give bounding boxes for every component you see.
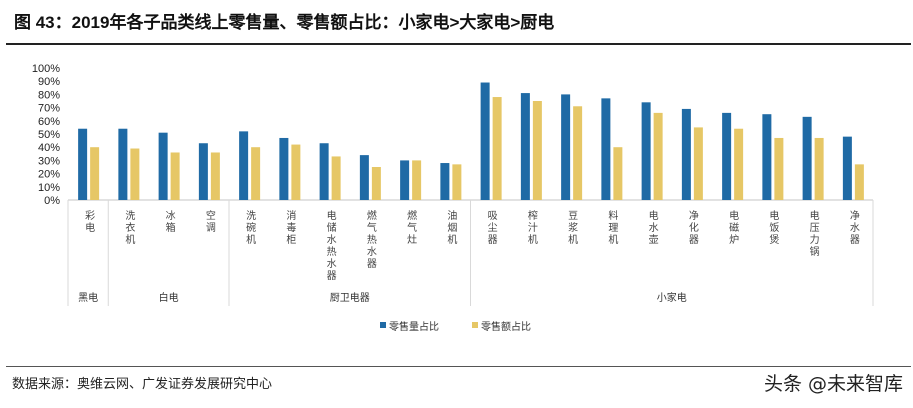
- data-source: 数据来源：奥维云网、广发证券发展研究中心: [12, 377, 273, 392]
- bar-volume: [279, 137, 289, 200]
- bar-value: [291, 144, 301, 200]
- bar-value: [90, 147, 100, 200]
- legend-label: 零售量占比: [389, 320, 439, 333]
- bar-value: [613, 147, 623, 200]
- bar-value: [130, 148, 140, 200]
- bar-value: [492, 97, 502, 200]
- category-label: 洗碗机: [244, 210, 256, 246]
- bar-value: [854, 164, 864, 200]
- bar-volume: [198, 143, 208, 200]
- y-tick-label: 10%: [38, 182, 60, 194]
- category-label: 电饭煲: [767, 209, 779, 246]
- bar-value: [251, 147, 261, 200]
- bar-volume: [78, 128, 88, 200]
- bar-value: [573, 106, 583, 200]
- category-label: 空调: [203, 209, 215, 234]
- bar-volume: [802, 116, 812, 200]
- category-label: 彩电: [83, 210, 95, 234]
- y-tick-label: 60%: [38, 116, 60, 128]
- bar-volume: [601, 98, 611, 200]
- bar-value: [693, 127, 703, 200]
- y-tick-label: 100%: [32, 63, 60, 75]
- bar-value: [452, 164, 462, 200]
- bar-volume: [319, 143, 329, 200]
- bar-value: [734, 128, 744, 200]
- bar-value: [532, 101, 542, 200]
- y-tick-label: 70%: [38, 103, 60, 115]
- bar-volume: [641, 102, 651, 200]
- legend-swatch: [472, 322, 478, 328]
- category-label: 净水器: [847, 209, 859, 246]
- bar-volume: [561, 94, 571, 200]
- bar-value: [412, 160, 422, 200]
- bar-volume: [440, 163, 450, 200]
- group-label: 黑电: [78, 291, 98, 304]
- bar-value: [170, 152, 180, 200]
- bar-volume: [400, 160, 410, 200]
- figure-title: 图 43：2019年各子品类线上零售量、零售额占比：小家电>大家电>厨电: [14, 13, 555, 32]
- bar-volume: [762, 114, 772, 200]
- bar-volume: [359, 155, 369, 200]
- bar-volume: [480, 82, 490, 200]
- legend-label: 零售额占比: [481, 320, 531, 333]
- y-tick-label: 90%: [38, 76, 60, 88]
- y-tick-label: 0%: [44, 195, 60, 207]
- category-label: 电储水热水器: [324, 209, 336, 282]
- bar-volume: [239, 131, 249, 200]
- category-label: 燃气灶: [405, 209, 417, 246]
- y-tick-label: 20%: [38, 169, 60, 181]
- bar-volume: [520, 93, 530, 200]
- y-tick-label: 30%: [38, 155, 60, 167]
- y-tick-label: 40%: [38, 142, 60, 154]
- y-tick-label: 50%: [38, 129, 60, 141]
- watermark: 头条 @未来智库: [763, 373, 903, 395]
- category-label: 榨汁机: [525, 209, 537, 246]
- bar-value: [774, 137, 784, 200]
- title-divider: [6, 43, 911, 45]
- category-label: 消毒柜: [284, 209, 296, 246]
- bar-volume: [722, 112, 732, 200]
- bar-volume: [842, 136, 852, 200]
- category-label: 料理机: [606, 209, 618, 246]
- bar-volume: [681, 108, 691, 200]
- bar-value: [371, 167, 381, 200]
- category-label: 净化器: [686, 209, 698, 246]
- legend-swatch: [380, 322, 386, 328]
- footer-divider: [6, 366, 911, 367]
- group-label: 白电: [159, 291, 179, 304]
- bar-value: [653, 112, 663, 200]
- bar-volume: [118, 128, 128, 200]
- category-label: 燃气热水器: [364, 209, 376, 270]
- category-label: 电水壶: [646, 209, 658, 246]
- category-label: 电磁炉: [727, 209, 739, 246]
- group-label: 厨卫电器: [330, 291, 370, 304]
- group-label: 小家电: [657, 291, 687, 304]
- category-label: 油烟机: [445, 209, 457, 246]
- bar-volume: [158, 132, 168, 200]
- category-label: 吸尘器: [485, 210, 497, 246]
- bar-value: [814, 137, 824, 200]
- category-label: 电压力锅: [807, 209, 819, 258]
- category-label: 豆浆机: [566, 210, 578, 246]
- bar-value: [210, 152, 220, 200]
- y-tick-label: 80%: [38, 89, 60, 101]
- bar-value: [331, 156, 341, 200]
- category-label: 冰箱: [163, 209, 175, 234]
- category-label: 洗衣机: [123, 210, 135, 246]
